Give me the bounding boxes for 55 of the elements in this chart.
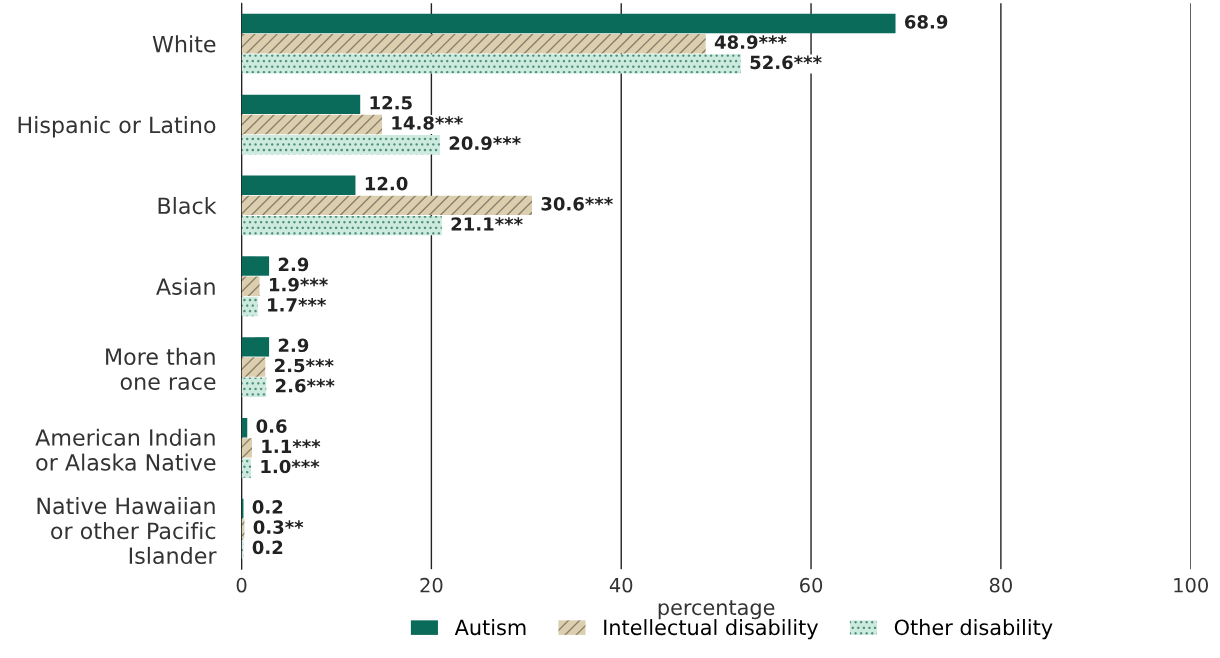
bar <box>241 215 442 236</box>
data-label: 2.9 <box>278 257 309 272</box>
data-label: 0.6 <box>256 419 287 433</box>
x-tick-label: 20 <box>420 577 443 593</box>
legend-label: Autism <box>454 619 526 636</box>
data-label: 68.9 <box>904 15 948 29</box>
x-tick-label: 0 <box>236 577 247 593</box>
legend-label: Other disability <box>894 619 1053 640</box>
data-label: 30.6*** <box>541 196 613 211</box>
bar <box>241 175 356 195</box>
data-label: 0.3** <box>253 520 304 534</box>
data-label: 1.0*** <box>261 459 320 474</box>
y-tick-label: Black <box>158 196 217 215</box>
y-tick-label: More than one race <box>106 347 216 390</box>
bar <box>241 296 258 317</box>
bar <box>241 94 361 115</box>
data-label: 1.1*** <box>262 439 321 453</box>
bar <box>241 256 270 276</box>
bar <box>241 34 706 54</box>
y-tick-label: Native Hawaiian or other Pacific Islander <box>37 497 217 565</box>
data-label: 2.6*** <box>276 378 335 393</box>
y-tick-label: White <box>152 35 216 53</box>
data-label: 14.8*** <box>392 116 463 130</box>
bar <box>241 377 267 397</box>
data-label: 1.9*** <box>269 277 328 292</box>
x-tick-label: 80 <box>989 577 1012 593</box>
data-label: 2.5*** <box>275 358 334 373</box>
bar <box>241 357 266 377</box>
data-label: 0.2 <box>252 540 283 555</box>
data-label: 48.9*** <box>714 35 787 49</box>
bar <box>241 438 252 458</box>
bar <box>241 337 270 357</box>
bar <box>241 114 383 135</box>
y-tick-label: Hispanic or Latino <box>18 116 216 138</box>
bar <box>241 135 440 155</box>
legend-label: Intellectual disability <box>604 619 819 640</box>
x-axis-title: percentage <box>658 600 775 620</box>
bar <box>241 13 896 34</box>
data-label: 1.7*** <box>268 298 326 312</box>
data-label: 0.2 <box>252 500 283 514</box>
y-tick-label: Asian <box>156 277 215 295</box>
data-label: 52.6*** <box>750 55 822 70</box>
data-label: 2.9 <box>278 338 309 353</box>
data-label: 12.5 <box>370 95 412 110</box>
x-tick-label: 100 <box>1174 577 1208 593</box>
x-tick-label: 60 <box>800 577 823 593</box>
bar <box>241 54 741 74</box>
bar <box>241 276 260 296</box>
y-tick-label: American Indian or Alaska Native <box>35 428 216 471</box>
data-label: 20.9*** <box>449 136 521 150</box>
x-tick-label: 40 <box>609 577 633 593</box>
bar <box>241 458 252 478</box>
data-label: 12.0 <box>365 176 408 191</box>
data-label: 21.1*** <box>451 217 523 231</box>
bar <box>241 195 532 216</box>
